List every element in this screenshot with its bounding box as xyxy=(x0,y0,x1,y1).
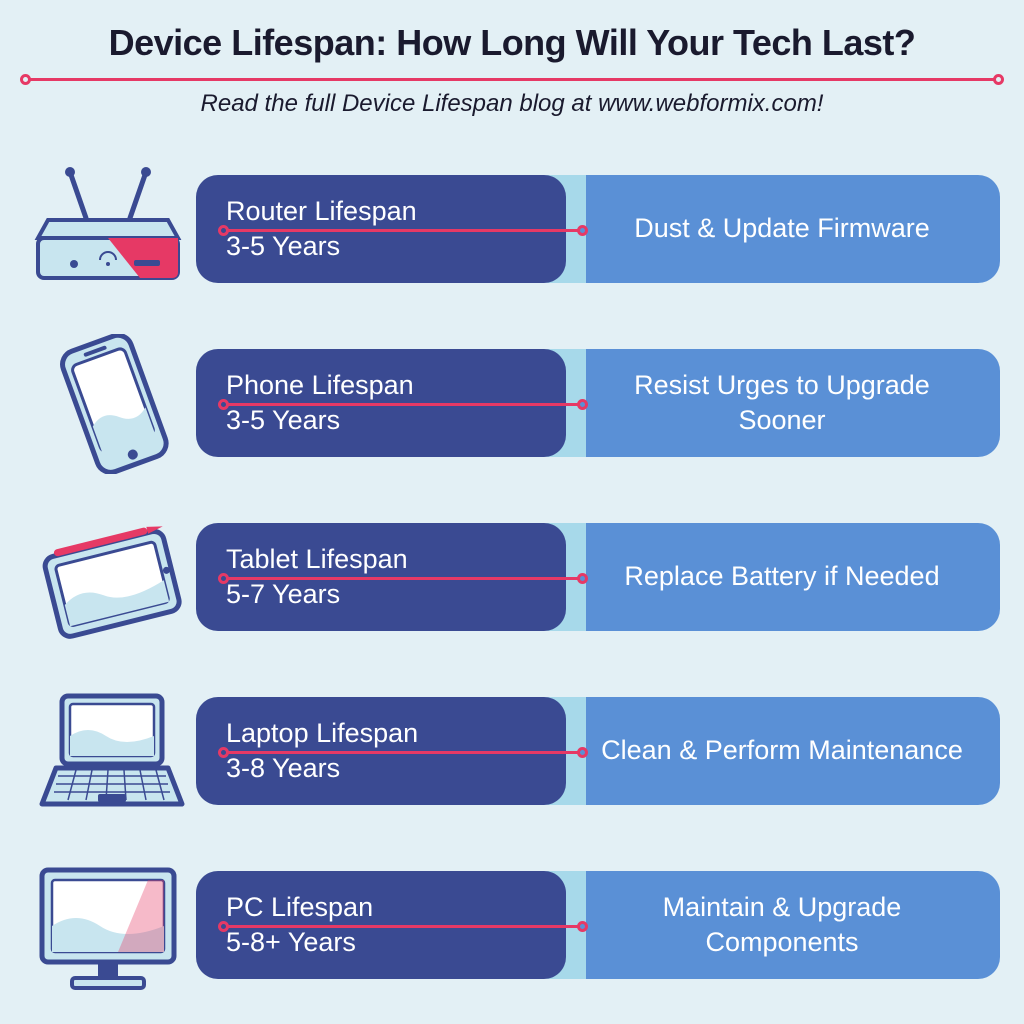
lifespan-text: Phone Lifespan3-5 Years xyxy=(196,368,438,438)
lifespan-title: Phone Lifespan xyxy=(226,368,414,403)
lifespan-title: Router Lifespan xyxy=(226,194,417,229)
tip-pill: Resist Urges to Upgrade Sooner xyxy=(540,349,1000,457)
laptop-icon xyxy=(28,682,188,822)
tip-pill: Clean & Perform Maintenance xyxy=(540,697,1000,805)
lifespan-text: Tablet Lifespan5-7 Years xyxy=(196,542,432,612)
tip-pill: Maintain & Upgrade Components xyxy=(540,871,1000,979)
lifespan-pill: Laptop Lifespan3-8 Years xyxy=(196,697,566,805)
lifespan-title: PC Lifespan xyxy=(226,890,373,925)
lifespan-title: Tablet Lifespan xyxy=(226,542,408,577)
lifespan-pill: Tablet Lifespan5-7 Years xyxy=(196,523,566,631)
page-subtitle: Read the full Device Lifespan blog at ww… xyxy=(0,90,1024,118)
lifespan-years: 3-8 Years xyxy=(226,751,418,786)
lifespan-text: PC Lifespan5-8+ Years xyxy=(196,890,397,960)
tablet-icon xyxy=(28,508,188,648)
tip-text: Replace Battery if Needed xyxy=(624,559,975,594)
lifespan-text: Router Lifespan3-5 Years xyxy=(196,194,441,264)
lifespan-pill: Router Lifespan3-5 Years xyxy=(196,175,566,283)
lifespan-years: 3-5 Years xyxy=(226,403,414,438)
lifespan-years: 3-5 Years xyxy=(226,229,417,264)
lifespan-years: 5-8+ Years xyxy=(226,925,373,960)
pc-icon xyxy=(28,856,188,996)
device-row: Phone Lifespan3-5 Years Resist Urges to U… xyxy=(0,319,1024,493)
device-row: Tablet Lifespan5-7 Years Replace Battery … xyxy=(0,493,1024,667)
page-title: Device Lifespan: How Long Will Your Tech… xyxy=(0,22,1024,64)
lifespan-text: Laptop Lifespan3-8 Years xyxy=(196,716,442,786)
header: Device Lifespan: How Long Will Your Tech… xyxy=(0,0,1024,118)
device-row: PC Lifespan5-8+ Years Maintain & Upgrade … xyxy=(0,841,1024,1015)
device-row: Laptop Lifespan3-8 Years Clean & Perform … xyxy=(0,667,1024,841)
title-divider xyxy=(20,74,1004,84)
tip-text: Dust & Update Firmware xyxy=(634,211,966,246)
tip-text: Maintain & Upgrade Components xyxy=(600,890,1000,960)
lifespan-pill: PC Lifespan5-8+ Years xyxy=(196,871,566,979)
lifespan-title: Laptop Lifespan xyxy=(226,716,418,751)
router-icon xyxy=(28,160,188,300)
phone-icon xyxy=(28,334,188,474)
rows-container: Router Lifespan3-5 YearsDust & Update Fi… xyxy=(0,145,1024,1015)
lifespan-pill: Phone Lifespan3-5 Years xyxy=(196,349,566,457)
tip-pill: Dust & Update Firmware xyxy=(540,175,1000,283)
lifespan-years: 5-7 Years xyxy=(226,577,408,612)
device-row: Router Lifespan3-5 Years Dust & Update Fi… xyxy=(0,145,1024,319)
tip-text: Resist Urges to Upgrade Sooner xyxy=(600,368,1000,438)
tip-text: Clean & Perform Maintenance xyxy=(601,733,999,768)
tip-pill: Replace Battery if Needed xyxy=(540,523,1000,631)
